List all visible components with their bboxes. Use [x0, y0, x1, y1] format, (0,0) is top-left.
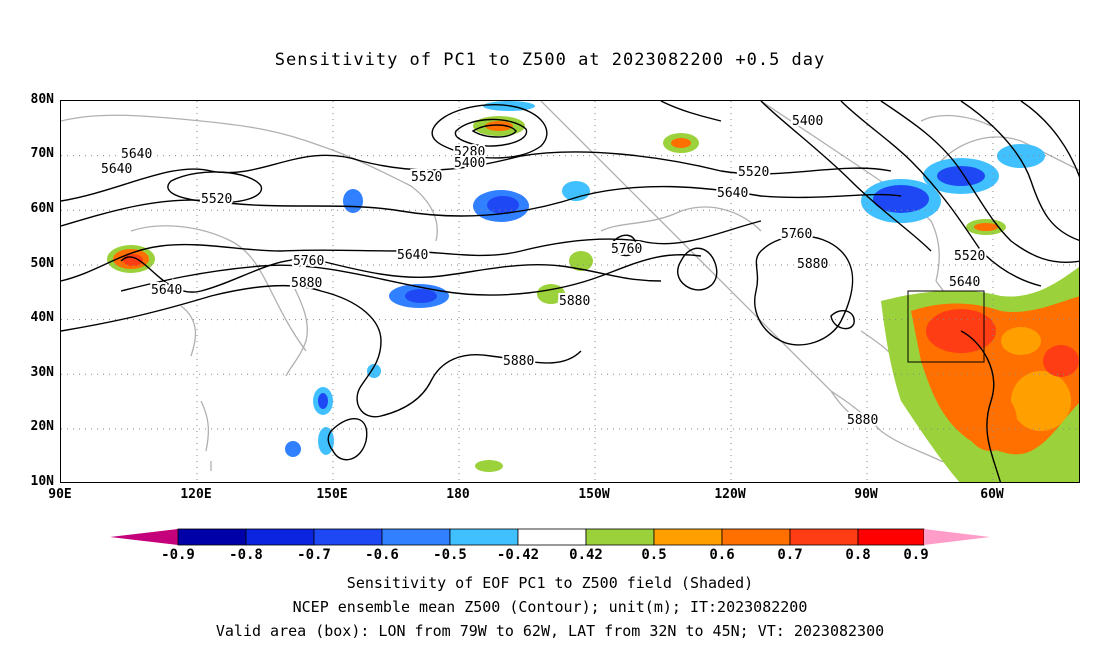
colorbar-label: -0.6	[365, 547, 399, 563]
colorbar-label: 0.7	[777, 547, 803, 563]
lon-label: 180	[446, 487, 470, 502]
contour-label: 5760	[611, 242, 642, 257]
colorbar-segment	[721, 528, 791, 546]
colorbar-segment	[857, 528, 925, 546]
contour-label: 5880	[797, 257, 828, 272]
caption-line-3: Valid area (box): LON from 79W to 62W, L…	[215, 622, 885, 640]
contour-label: 5640	[949, 275, 980, 290]
lon-label: 120E	[180, 487, 212, 502]
lon-label: 90W	[854, 487, 878, 502]
lon-label: 120W	[714, 487, 746, 502]
grid-lines	[61, 101, 1079, 482]
contour-label: 5880	[503, 354, 534, 369]
lat-label: 10N	[30, 474, 54, 489]
map-canvas: 5640 5640 5520 5640 5760 5880 5280 5400 …	[61, 101, 1079, 482]
contour-label: 5520	[738, 165, 769, 180]
colorbar-label: 0.8	[845, 547, 871, 563]
colorbar-label: 0.42	[569, 547, 603, 563]
contour-label: 5880	[559, 294, 590, 309]
z500-contours	[61, 101, 1079, 482]
colorbar-label: -0.9	[161, 547, 195, 563]
contour-label: 5520	[201, 192, 232, 207]
contour-label: 5880	[847, 413, 878, 428]
lat-label: 70N	[30, 146, 54, 161]
colorbar-right-triangle	[924, 529, 990, 545]
colorbar	[110, 528, 990, 546]
contour-label: 5640	[717, 186, 748, 201]
contour-label: 5640	[121, 147, 152, 162]
contour-label: 5760	[293, 254, 324, 269]
caption-line-2: NCEP ensemble mean Z500 (Contour); unit(…	[292, 598, 808, 616]
colorbar-label: -0.5	[433, 547, 467, 563]
lat-label: 30N	[30, 365, 54, 380]
colorbar-segment	[585, 528, 655, 546]
contour-label-group: 5640 5640 5520 5640 5760 5880 5280 5400 …	[99, 112, 987, 430]
lat-label: 80N	[30, 92, 54, 107]
shading-layer	[107, 101, 1079, 482]
caption-line-1: Sensitivity of EOF PC1 to Z500 field (Sh…	[346, 574, 754, 592]
colorbar-label: 0.9	[903, 547, 929, 563]
lon-label: 60W	[980, 487, 1004, 502]
map-plot-area: 5640 5640 5520 5640 5760 5880 5280 5400 …	[60, 100, 1080, 483]
colorbar-segment	[449, 528, 519, 546]
contour-label: 5280	[454, 145, 485, 160]
colorbar-segment	[381, 528, 451, 546]
colorbar-segment	[653, 528, 723, 546]
contour-label: 5640	[397, 248, 428, 263]
lat-label: 50N	[30, 256, 54, 271]
colorbar-segment	[517, 528, 587, 546]
contour-label: 5760	[781, 227, 812, 242]
colorbar-segment	[245, 528, 315, 546]
lat-label: 20N	[30, 419, 54, 434]
colorbar-label: 0.5	[641, 547, 667, 563]
colorbar-label: -0.8	[229, 547, 263, 563]
colorbar-label: 0.6	[709, 547, 735, 563]
lon-label: 150W	[578, 487, 610, 502]
colorbar-segment	[313, 528, 383, 546]
lat-label: 60N	[30, 201, 54, 216]
colorbar-label: -0.7	[297, 547, 331, 563]
contour-label: 5400	[454, 156, 485, 171]
colorbar-segment	[789, 528, 859, 546]
contour-label: 5640	[151, 283, 182, 298]
lat-label: 40N	[30, 310, 54, 325]
lon-label: 90E	[48, 487, 72, 502]
contour-label: 5640	[101, 162, 132, 177]
contour-label: 5520	[411, 170, 442, 185]
page-title: Sensitivity of PC1 to Z500 at 2023082200…	[274, 50, 826, 70]
contour-label: 5880	[291, 276, 322, 291]
colorbar-label: -0.42	[496, 547, 540, 563]
contour-label: 5520	[954, 249, 985, 264]
colorbar-segment	[177, 528, 247, 546]
contour-label: 5400	[792, 114, 823, 129]
colorbar-left-triangle	[110, 529, 178, 545]
lon-label: 150E	[316, 487, 348, 502]
valid-area-box	[907, 290, 985, 363]
